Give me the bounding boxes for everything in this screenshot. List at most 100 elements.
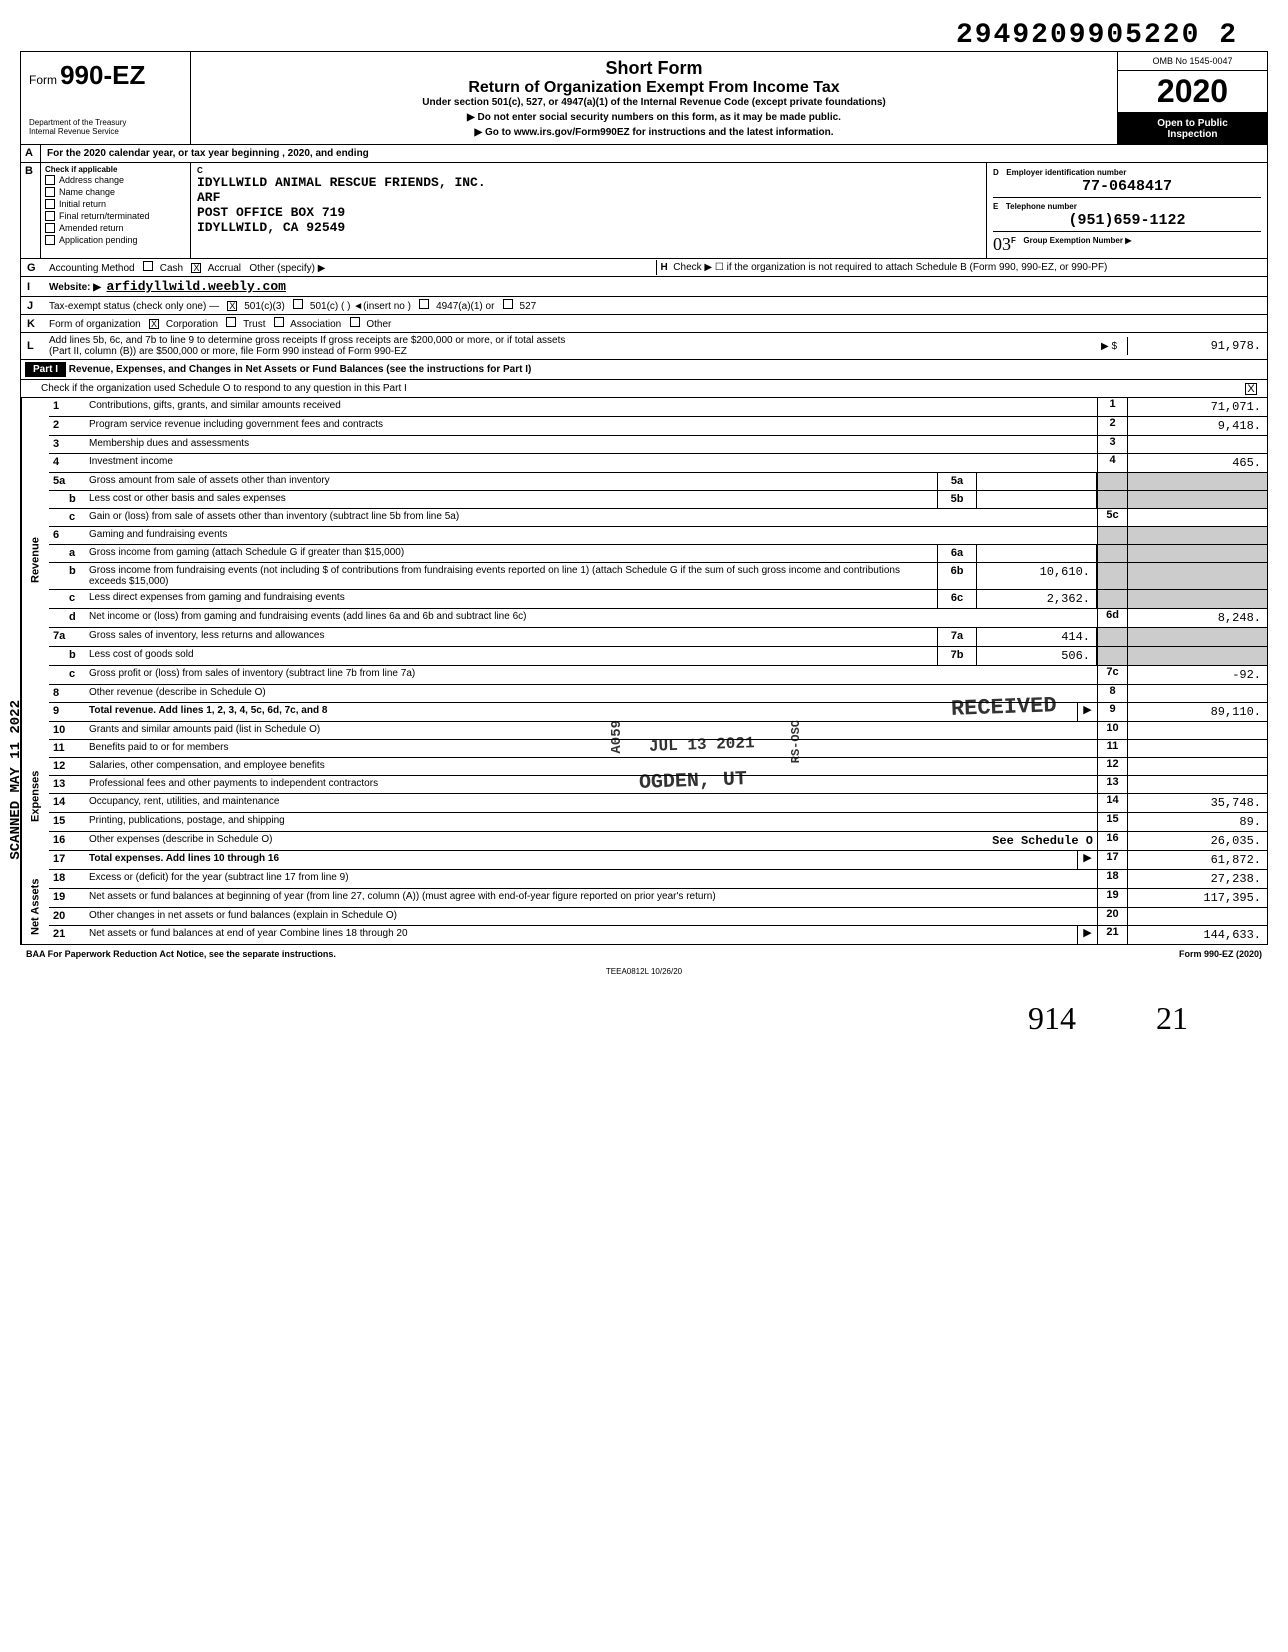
label-h: H <box>661 262 668 273</box>
label-f: F <box>1011 236 1020 245</box>
line6a-desc: Gross income from gaming (attach Schedul… <box>85 545 937 562</box>
received-stamp: RECEIVED <box>951 693 1057 722</box>
line5a-midval <box>977 473 1097 490</box>
trust-label: Trust <box>243 319 265 330</box>
line19-val: 117,395. <box>1127 889 1267 907</box>
line18-val: 27,238. <box>1127 870 1267 888</box>
cb-label-amended: Amended return <box>59 223 124 233</box>
line14-desc: Occupancy, rent, utilities, and maintena… <box>85 794 1097 812</box>
501c3-label: 501(c)(3) <box>244 301 285 312</box>
cb-501c[interactable] <box>293 299 303 309</box>
line12-num: 12 <box>1097 758 1127 775</box>
subtitle-section: Under section 501(c), 527, or 4947(a)(1)… <box>197 97 1111 108</box>
4947-label: 4947(a)(1) or <box>436 301 494 312</box>
form-number: 990-EZ <box>60 60 145 90</box>
cb-label-name: Name change <box>59 187 115 197</box>
group-exemption: Group Exemption Number ▶ <box>1023 236 1131 245</box>
line10-num: 10 <box>1097 722 1127 739</box>
label-c: C <box>197 166 980 175</box>
accrual-label: Accrual <box>208 263 241 274</box>
line16-extra: See Schedule O <box>992 834 1093 848</box>
cash-label: Cash <box>160 263 183 274</box>
line5b-mid: 5b <box>937 491 977 508</box>
ein-label: Employer identification number <box>1006 168 1126 177</box>
cb-corporation[interactable] <box>149 319 159 329</box>
line9-num: 9 <box>1097 703 1127 721</box>
line5c-num: 5c <box>1097 509 1127 526</box>
line18-desc: Excess or (deficit) for the year (subtra… <box>85 870 1097 888</box>
gross-receipts-value: 91,978. <box>1127 337 1267 355</box>
line-h-text: Check ▶ ☐ if the organization is not req… <box>673 262 1107 273</box>
line7c-desc: Gross profit or (loss) from sales of inv… <box>85 666 1097 684</box>
line17-desc: Total expenses. Add lines 10 through 16 <box>89 853 279 864</box>
label-d: D <box>993 168 1003 177</box>
cb-initial-return[interactable] <box>45 199 55 209</box>
line6-desc: Gaming and fundraising events <box>85 527 1097 544</box>
form-prefix: Form <box>29 73 57 87</box>
line11-num: 11 <box>1097 740 1127 757</box>
form-990ez: Form 990-EZ Department of the Treasury I… <box>20 51 1268 945</box>
line3-val <box>1127 436 1267 453</box>
line1-val: 71,071. <box>1127 398 1267 416</box>
label-b: B <box>21 163 41 258</box>
line19-num: 19 <box>1097 889 1127 907</box>
line13-num: 13 <box>1097 776 1127 793</box>
tax-exempt-label: Tax-exempt status (check only one) — <box>49 301 219 312</box>
cb-name-change[interactable] <box>45 187 55 197</box>
cb-schedule-o[interactable] <box>1245 383 1257 395</box>
line13-val <box>1127 776 1267 793</box>
org-addr2: IDYLLWILD, CA 92549 <box>197 220 980 235</box>
line1-num: 1 <box>1097 398 1127 416</box>
cb-final-return[interactable] <box>45 211 55 221</box>
assoc-label: Association <box>290 319 341 330</box>
line7b-mid: 7b <box>937 647 977 665</box>
cb-trust[interactable] <box>226 317 236 327</box>
cb-label-final: Final return/terminated <box>59 211 150 221</box>
a059-stamp: A059 <box>609 720 625 754</box>
line6d-desc: Net income or (loss) from gaming and fun… <box>85 609 1097 627</box>
org-name: IDYLLWILD ANIMAL RESCUE FRIENDS, INC. <box>197 175 980 190</box>
line5a-mid: 5a <box>937 473 977 490</box>
label-a: A <box>21 145 41 162</box>
part1-label: Part I <box>25 362 66 377</box>
dept-irs: Internal Revenue Service <box>29 127 182 136</box>
cb-address-change[interactable] <box>45 175 55 185</box>
line17-val: 61,872. <box>1127 851 1267 869</box>
line15-num: 15 <box>1097 813 1127 831</box>
line11-val <box>1127 740 1267 757</box>
501c-label: 501(c) ( ) ◄(insert no ) <box>310 301 411 312</box>
check-if-applicable: Check if applicable <box>45 165 186 174</box>
title-short-form: Short Form <box>197 58 1111 79</box>
line12-val <box>1127 758 1267 775</box>
label-i: I <box>21 281 45 293</box>
cb-4947[interactable] <box>419 299 429 309</box>
line7c-num: 7c <box>1097 666 1127 684</box>
dept-treasury: Department of the Treasury <box>29 118 182 127</box>
footer-baa: BAA For Paperwork Reduction Act Notice, … <box>26 949 336 959</box>
cb-amended[interactable] <box>45 223 55 233</box>
line6a-midval <box>977 545 1097 562</box>
handwritten-03: 03 <box>993 234 1011 255</box>
org-name2: ARF <box>197 190 980 205</box>
cb-501c3[interactable] <box>227 301 237 311</box>
ein-value: 77-0648417 <box>993 178 1261 195</box>
org-addr1: POST OFFICE BOX 719 <box>197 205 980 220</box>
cb-label-pending: Application pending <box>59 235 138 245</box>
line7a-desc: Gross sales of inventory, less returns a… <box>85 628 937 646</box>
line20-val <box>1127 908 1267 925</box>
cb-other-org[interactable] <box>350 317 360 327</box>
line-l-text: Add lines 5b, 6c, and 7b to line 9 to de… <box>45 333 583 359</box>
cb-pending[interactable] <box>45 235 55 245</box>
label-k: K <box>21 318 45 330</box>
line1-desc: Contributions, gifts, grants, and simila… <box>85 398 1097 416</box>
cb-accrual[interactable] <box>191 263 201 273</box>
cb-cash[interactable] <box>143 261 153 271</box>
title-return: Return of Organization Exempt From Incom… <box>197 79 1111 97</box>
cb-association[interactable] <box>274 317 284 327</box>
line4-val: 465. <box>1127 454 1267 472</box>
cb-527[interactable] <box>503 299 513 309</box>
cb-label-initial: Initial return <box>59 199 106 209</box>
line5a-desc: Gross amount from sale of assets other t… <box>85 473 937 490</box>
line7a-mid: 7a <box>937 628 977 646</box>
line9-desc: Total revenue. Add lines 1, 2, 3, 4, 5c,… <box>89 705 327 716</box>
